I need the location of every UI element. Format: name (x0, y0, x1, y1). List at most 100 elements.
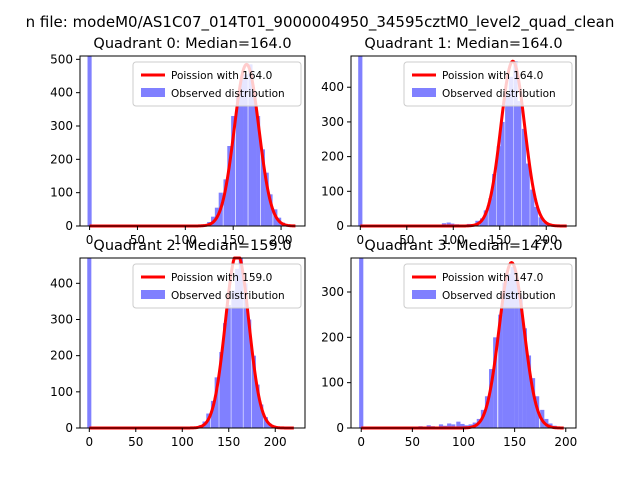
x-tick-label: 0 (85, 435, 93, 449)
hist-bar (489, 369, 494, 428)
x-tick-label: 100 (442, 233, 465, 247)
figure-suptitle: n file: modeM0/AS1C07_014T01_9000004950_… (26, 13, 615, 32)
hist-bar (496, 146, 501, 226)
hist-bar (542, 222, 547, 226)
hist-bar (223, 179, 228, 226)
hist-bar (447, 423, 452, 428)
y-tick-label: 100 (50, 385, 73, 399)
axes-frame (79, 55, 306, 227)
hist-bar (223, 323, 228, 428)
hist-bar (525, 163, 530, 226)
hist-bar (260, 149, 265, 226)
legend-hist-swatch (141, 290, 165, 299)
hist-bar (492, 173, 497, 226)
panel-title: Quadrant 2: Median=159.0 (93, 238, 291, 254)
panel-title: Quadrant 1: Median=164.0 (364, 36, 562, 52)
y-tick-label: 400 (50, 276, 73, 290)
hist-bar (530, 378, 536, 428)
x-tick-label: 150 (222, 233, 245, 247)
x-tick-label: 100 (452, 435, 475, 449)
legend: Poission with 147.0 Observed distribution (403, 263, 573, 309)
legend: Poission with 164.0 Observed distribution (403, 61, 573, 107)
hist-bar (256, 116, 261, 226)
legend-box (403, 263, 573, 309)
hist-bar (268, 194, 273, 226)
legend-hist-label: Observed distribution (442, 290, 556, 302)
hist-bar (488, 198, 493, 226)
x-tick-label: 0 (357, 435, 365, 449)
hist-bar (526, 355, 532, 428)
x-tick-label: 150 (503, 435, 526, 449)
legend-hist-label: Observed distribution (442, 88, 556, 100)
hist-bar (239, 79, 244, 226)
hist-bar (460, 423, 465, 428)
quadrant-2-panel: 0 50 100 150 200 0 100 200 300 400 Quadrant 2: Med… (50, 238, 306, 449)
hist-bar (456, 421, 461, 428)
hist-bar (248, 64, 253, 226)
legend-hist-label: Observed distribution (171, 88, 285, 100)
y-tick-label: 100 (321, 184, 344, 198)
hist-bar (231, 290, 236, 428)
x-tick-label: 200 (554, 435, 577, 449)
x-tick-label: 200 (535, 233, 558, 247)
y-tick-label: 200 (321, 330, 344, 344)
hist-bar (255, 384, 260, 428)
legend-fit-label: Poission with 164.0 (442, 70, 543, 82)
hist-bar (227, 146, 232, 226)
legend-fit-label: Poission with 159.0 (171, 272, 272, 284)
hist-bar (231, 116, 236, 226)
x-tick-label: 100 (174, 233, 197, 247)
x-tick-label: 200 (270, 233, 293, 247)
legend-box (132, 61, 302, 107)
legend-hist-swatch (141, 88, 165, 97)
y-tick-label: 100 (321, 376, 344, 390)
hist-bar (264, 172, 269, 226)
hist-bar (235, 96, 241, 226)
x-tick-label: 50 (128, 435, 143, 449)
legend-hist-swatch (412, 290, 436, 299)
spike-bar (87, 56, 92, 226)
hist-bar (219, 352, 224, 428)
spike-bar (359, 258, 364, 428)
legend: Poission with 159.0 Observed distribution (132, 263, 302, 309)
y-tick-label: 300 (50, 119, 73, 133)
legend-box (403, 61, 573, 107)
legend-fit-label: Poission with 147.0 (442, 272, 543, 284)
hist-bar (505, 94, 510, 226)
y-tick-label: 200 (50, 349, 73, 363)
y-tick-label: 200 (50, 152, 73, 166)
hist-bar (259, 404, 264, 428)
hist-bar (498, 314, 503, 428)
x-tick-label: 0 (86, 233, 94, 247)
y-tick-label: 100 (50, 186, 73, 200)
y-tick-label: 300 (321, 115, 344, 129)
spike-bar (358, 56, 363, 226)
hist-bar (247, 319, 252, 428)
y-tick-label: 400 (321, 80, 344, 94)
hist-bar (446, 222, 451, 226)
axes-frame (350, 55, 577, 227)
panel-title: Quadrant 0: Median=164.0 (93, 36, 291, 52)
quadrant-1-panel: 0 50 100 150 200 0 100 200 300 400 Quadrant 1: Med… (321, 36, 577, 247)
hist-bar (506, 273, 511, 428)
y-tick-label: 300 (50, 312, 73, 326)
hist-bar (226, 305, 231, 428)
legend-box (132, 263, 302, 309)
x-tick-label: 100 (171, 435, 194, 449)
hist-bar (500, 121, 505, 226)
hist-bar (513, 61, 518, 227)
y-tick-label: 0 (65, 421, 73, 435)
hist-bar (235, 268, 240, 428)
y-tick-label: 0 (336, 421, 344, 435)
hist-bar (518, 296, 523, 428)
hist-bar (502, 282, 507, 428)
legend-fit-label: Poission with 164.0 (171, 70, 272, 82)
hist-bar (533, 206, 539, 226)
hist-bar (438, 424, 444, 428)
axes-frame (79, 257, 306, 429)
y-tick-label: 0 (336, 219, 344, 233)
hist-bar (243, 74, 248, 226)
hist-bar (484, 396, 490, 428)
panel-title: Quadrant 3: Median=147.0 (364, 238, 562, 254)
